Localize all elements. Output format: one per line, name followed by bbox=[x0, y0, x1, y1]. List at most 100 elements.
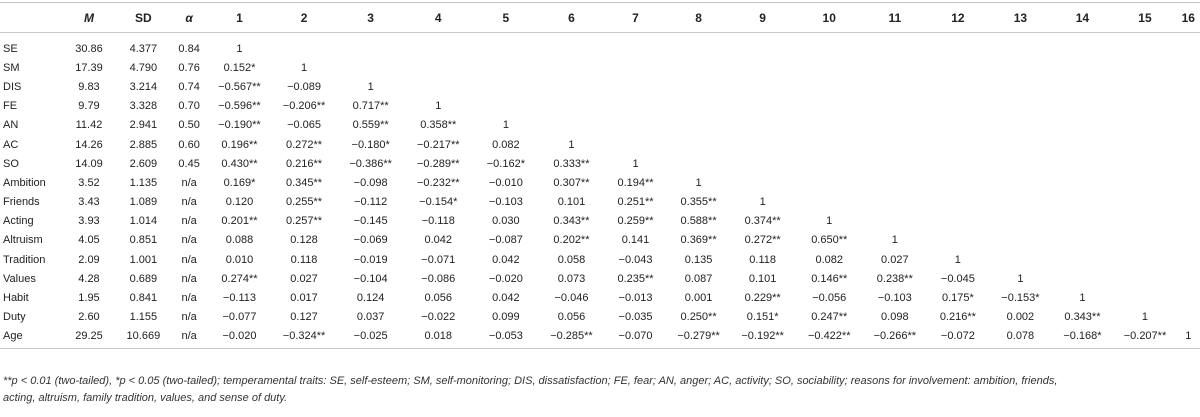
table-cell: 1.014 bbox=[129, 215, 158, 228]
table-cell bbox=[863, 77, 926, 96]
table-cell bbox=[926, 193, 989, 212]
table-cell bbox=[863, 212, 926, 231]
table-cell: 0.082 bbox=[492, 138, 520, 151]
table-cell bbox=[926, 135, 989, 154]
table-cell bbox=[863, 97, 926, 116]
table-cell bbox=[926, 77, 989, 96]
table-cell: −0.089 bbox=[287, 80, 322, 93]
table-cell bbox=[1177, 97, 1200, 116]
table-cell: 0.216** bbox=[285, 157, 323, 170]
table-cell bbox=[730, 33, 795, 59]
table-cell: −0.596** bbox=[218, 100, 261, 113]
table-cell: 0.374** bbox=[744, 215, 781, 228]
table-cell: 0.088 bbox=[225, 234, 254, 247]
header-cell-17: 14 bbox=[1051, 2, 1114, 33]
table-cell: −0.010 bbox=[488, 176, 523, 189]
table-cell: −0.077 bbox=[222, 311, 257, 324]
table-cell: 0.042 bbox=[492, 253, 520, 266]
table-cell: 1 bbox=[695, 176, 702, 189]
table-cell: 9.83 bbox=[78, 80, 100, 93]
table-cell bbox=[539, 33, 604, 59]
row-label: SO bbox=[3, 157, 19, 170]
table-cell bbox=[667, 97, 730, 116]
table-cell: 0.002 bbox=[1006, 311, 1035, 324]
table-cell: 0.717** bbox=[352, 100, 389, 113]
table-cell: 10.669 bbox=[116, 326, 170, 349]
row-label: Acting bbox=[3, 215, 34, 228]
table-cell: 0.001 bbox=[684, 292, 713, 305]
table-cell: 0.307** bbox=[553, 176, 590, 189]
table-row: SO 14.09 2.609 0.45 0.430** 0.216** −0.386** −0… bbox=[0, 154, 1200, 173]
table-cell: 14.09 bbox=[75, 157, 103, 170]
table-cell: 2.609 bbox=[129, 157, 158, 170]
table-cell: −0.154* bbox=[419, 196, 458, 209]
table-cell: 0.042 bbox=[424, 234, 453, 247]
header-cell-5: 2 bbox=[270, 2, 338, 33]
table-cell: −0.113 bbox=[222, 292, 257, 305]
table-cell: 4.28 bbox=[78, 272, 100, 285]
table-cell bbox=[1113, 135, 1176, 154]
header-cell-18: 15 bbox=[1113, 2, 1177, 33]
table-cell: 0.118 bbox=[749, 253, 776, 266]
table-cell bbox=[1177, 231, 1200, 250]
table-cell: 0.118 bbox=[290, 253, 318, 266]
table-cell bbox=[730, 173, 795, 192]
table-cell: 1 bbox=[1079, 292, 1086, 305]
table-cell: −0.153* bbox=[1001, 292, 1040, 305]
table-cell bbox=[604, 97, 667, 116]
row-label: AC bbox=[3, 138, 19, 151]
row-label: Age bbox=[0, 326, 62, 349]
row-label: Duty bbox=[3, 311, 26, 324]
table-cell: 0.135 bbox=[684, 253, 713, 266]
table-cell bbox=[795, 193, 863, 212]
table-cell: 0.60 bbox=[178, 138, 200, 151]
table-cell: −0.279** bbox=[667, 326, 731, 349]
table-row: Age 29.25 10.669 n/a −0.020 −0.324** −0.025 0.0… bbox=[0, 326, 1200, 349]
table-cell: 3.93 bbox=[78, 215, 100, 228]
table-cell bbox=[404, 33, 473, 59]
header-cell-19: 16 bbox=[1176, 2, 1200, 33]
table-cell bbox=[604, 33, 667, 59]
table-cell: −0.180* bbox=[351, 138, 390, 151]
table-cell bbox=[1113, 58, 1176, 77]
table-cell: −0.168* bbox=[1051, 326, 1114, 349]
table-cell: 1 bbox=[367, 80, 374, 93]
table-cell bbox=[926, 212, 989, 231]
table-cell: −0.103 bbox=[488, 196, 523, 209]
footnote-line-2: acting, altruism, family tradition, valu… bbox=[3, 392, 288, 404]
row-label: Ambition bbox=[3, 176, 46, 189]
table-row: Altruism 4.05 0.851 n/a 0.088 0.128 −0.069 0.04… bbox=[0, 231, 1200, 250]
table-cell: 0.202** bbox=[553, 234, 590, 247]
table-cell: 0.355** bbox=[680, 196, 717, 209]
header-cell-2: SD bbox=[116, 2, 170, 33]
table-cell: −0.386** bbox=[349, 157, 392, 170]
table-cell bbox=[539, 97, 604, 116]
table-cell bbox=[730, 77, 795, 96]
table-cell: −0.112 bbox=[354, 196, 388, 209]
row-label: FE bbox=[3, 100, 18, 113]
header-cell-13: 10 bbox=[795, 2, 864, 33]
table-body: SE 30.86 4.377 0.84 1 SM 17.39 4.790 0.76 0.152* 1… bbox=[0, 33, 1200, 349]
table-cell bbox=[989, 58, 1051, 77]
table-cell bbox=[1113, 231, 1176, 250]
header-cell-12: 9 bbox=[730, 2, 796, 33]
table-cell bbox=[1177, 33, 1200, 59]
table-cell bbox=[539, 58, 604, 77]
table-cell bbox=[926, 58, 989, 77]
table-cell bbox=[1177, 77, 1200, 96]
table-cell: 4.05 bbox=[78, 234, 100, 247]
header-cell-3: α bbox=[169, 2, 209, 33]
table-cell bbox=[338, 33, 404, 59]
table-cell bbox=[667, 33, 730, 59]
table-cell bbox=[730, 97, 795, 116]
table-cell: −0.045 bbox=[940, 272, 975, 285]
table-cell bbox=[863, 58, 926, 77]
table-cell: 1 bbox=[954, 253, 961, 266]
table-cell: 2.60 bbox=[78, 311, 100, 324]
table-cell: 0.101 bbox=[557, 196, 586, 209]
table-cell bbox=[667, 154, 730, 173]
table-cell: 0.175* bbox=[941, 292, 974, 305]
table-cell: 0.235** bbox=[617, 272, 654, 285]
table-cell: 0.073 bbox=[557, 272, 586, 285]
